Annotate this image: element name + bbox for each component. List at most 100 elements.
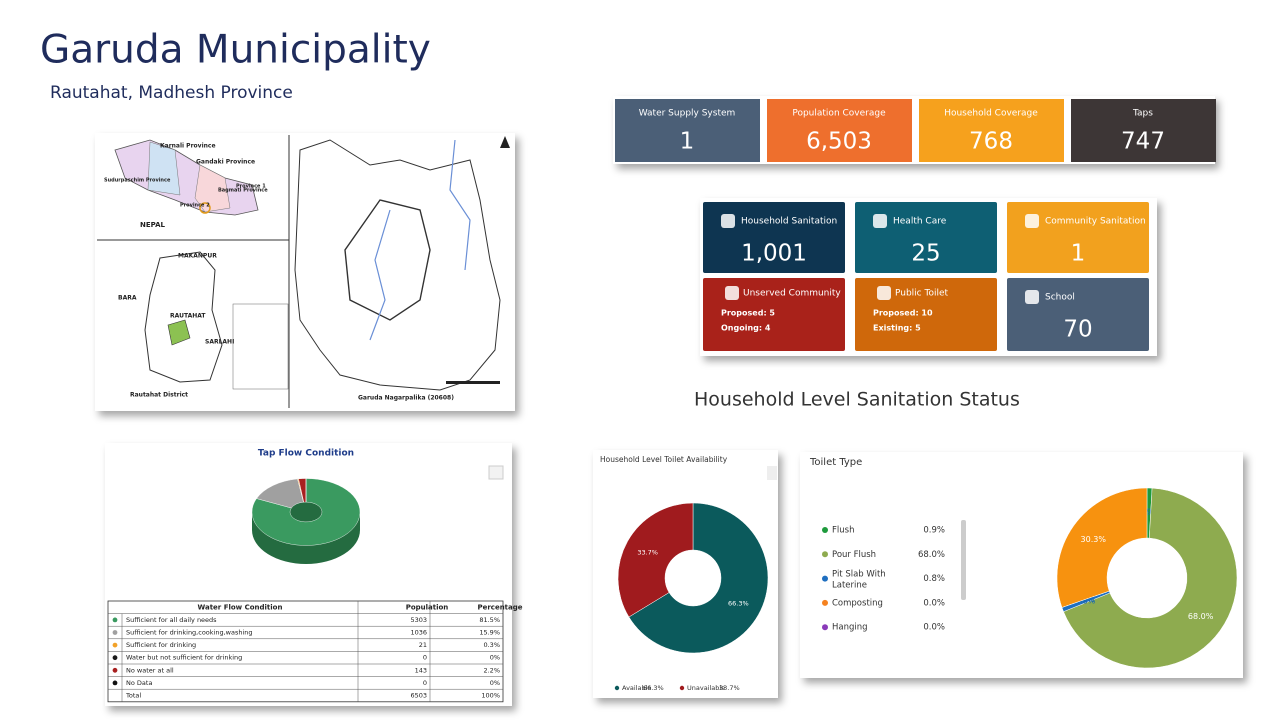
kpi-icon (725, 286, 739, 300)
kpi-label: Household Coverage (944, 109, 1038, 119)
slice-label: 33.7% (637, 549, 658, 557)
kpi-label: Water Supply System (639, 109, 736, 119)
legend-label: Hanging (832, 623, 868, 633)
kpi-icon (873, 214, 887, 228)
table-cell: Water but not sufficient for drinking (126, 654, 242, 662)
slice-label: 15.9% (0, 0, 11, 4)
table-cell: 2.2% (483, 666, 500, 674)
kpi-label: School (1045, 293, 1075, 303)
kpi-card (1007, 278, 1149, 351)
chart-title: Toilet Type (809, 457, 862, 468)
title: Garuda Municipality (40, 28, 431, 73)
province-shape (147, 141, 181, 196)
table-cell: 0.3% (483, 641, 500, 649)
legend-dot (822, 527, 828, 533)
legend-label: Available (622, 684, 651, 692)
kpi-label: Health Care (893, 217, 947, 227)
chart-title: Household Level Toilet Availability (600, 455, 728, 464)
section-title: Household Level Sanitation Status (694, 389, 1020, 411)
kpi-card (1007, 202, 1149, 273)
kpi-value: 1,001 (741, 241, 807, 267)
scrollbar (961, 520, 966, 600)
legend-label: Pit Slab With Laterine (832, 569, 886, 590)
legend-value: 33.7% (719, 684, 740, 692)
legend-value: 66.3% (643, 684, 664, 692)
kpi-value: 747 (1121, 129, 1165, 155)
district-shape (144, 251, 223, 383)
kpi-card (919, 99, 1064, 162)
slice-label: 0.0% (0, 0, 9, 4)
slice-label: 81.5% (0, 0, 11, 4)
map-label: Sudurpaschim Province (104, 178, 171, 184)
kpi-icon (1025, 214, 1039, 228)
legend-line: Pit Slab With (832, 569, 886, 579)
slice-label: 0.9% (1139, 508, 1160, 517)
slice-label: 66.3% (728, 599, 749, 607)
legend-dot (112, 630, 118, 635)
kpi-value: 1 (680, 129, 695, 155)
table-cell: 143 (415, 666, 427, 674)
slice (628, 502, 769, 654)
municipality-shape (294, 139, 501, 391)
highlight (199, 202, 211, 214)
kpi-detail: Proposed: 10 (873, 309, 933, 318)
table-cell: Sufficient for all daily needs (126, 616, 217, 624)
kpi-label: Unserved Community (743, 289, 841, 299)
north-arrow (500, 136, 510, 148)
garuda-shape (167, 319, 191, 346)
legend-value: 0.9% (923, 526, 945, 536)
kpi-label: Taps (1132, 109, 1153, 119)
map-label: Garuda Nagarpalika (20608) (358, 395, 454, 402)
province-shape (194, 164, 231, 213)
kpi-label: Population Coverage (792, 109, 886, 119)
kpi-value: 768 (969, 129, 1013, 155)
kpi-icon (1025, 290, 1039, 304)
map-label: BARA (118, 295, 137, 302)
slice-label: 68.0% (1188, 612, 1214, 621)
legend-dot (112, 617, 118, 623)
table-cell: 15.9% (479, 629, 500, 637)
table-cell: 5303 (410, 616, 427, 624)
kpi-icon (877, 286, 891, 300)
kpi-value: 70 (1063, 317, 1092, 343)
map-label: Province 1 (236, 184, 266, 190)
table-cell: 0 (423, 679, 427, 687)
map-label: MAKANPUR (178, 253, 217, 260)
table-cell: Sufficient for drinking (126, 641, 196, 649)
map-label: Bagmati Province (218, 188, 268, 194)
kpi-card (1071, 99, 1216, 162)
subtitle: Rautahat, Madhesh Province (50, 83, 293, 103)
legend-value: 0.0% (923, 598, 945, 608)
map-label: RAUTAHAT (170, 313, 206, 320)
slice (1056, 487, 1148, 608)
legend-value: 0.8% (923, 574, 945, 584)
map-label: Gandaki Province (196, 159, 255, 166)
table-cell: 81.5% (479, 616, 500, 624)
kpi-icon (721, 214, 735, 228)
legend-label: Unavailable (687, 684, 725, 692)
legend-line: Laterine (832, 580, 867, 590)
legend-dot (614, 685, 620, 691)
pie (251, 478, 361, 546)
map-label: NEPAL (140, 221, 166, 229)
chart-title: Tap Flow Condition (258, 449, 354, 459)
table-header: Water Flow Condition (198, 603, 283, 611)
table-cell: 0 (423, 654, 427, 662)
table-cell: 1036 (410, 629, 427, 637)
table-header: Percentage (477, 603, 522, 611)
table-cell: 100% (481, 692, 500, 700)
legend-dot (112, 680, 118, 686)
slice (617, 502, 694, 618)
kpi-value: 1 (1071, 241, 1086, 267)
kpi-value: 25 (911, 241, 940, 267)
kpi-detail: Proposed: 5 (721, 309, 775, 318)
table-cell: No water at all (126, 666, 174, 674)
legend-label: Pour Flush (832, 550, 876, 560)
table-cell: 21 (419, 641, 427, 649)
kpi-card (767, 99, 912, 162)
slice-label: 0.8% (1075, 597, 1096, 606)
kpi-label: Public Toilet (895, 289, 949, 299)
kpi-label: Household Sanitation (741, 217, 837, 227)
map (95, 133, 515, 411)
